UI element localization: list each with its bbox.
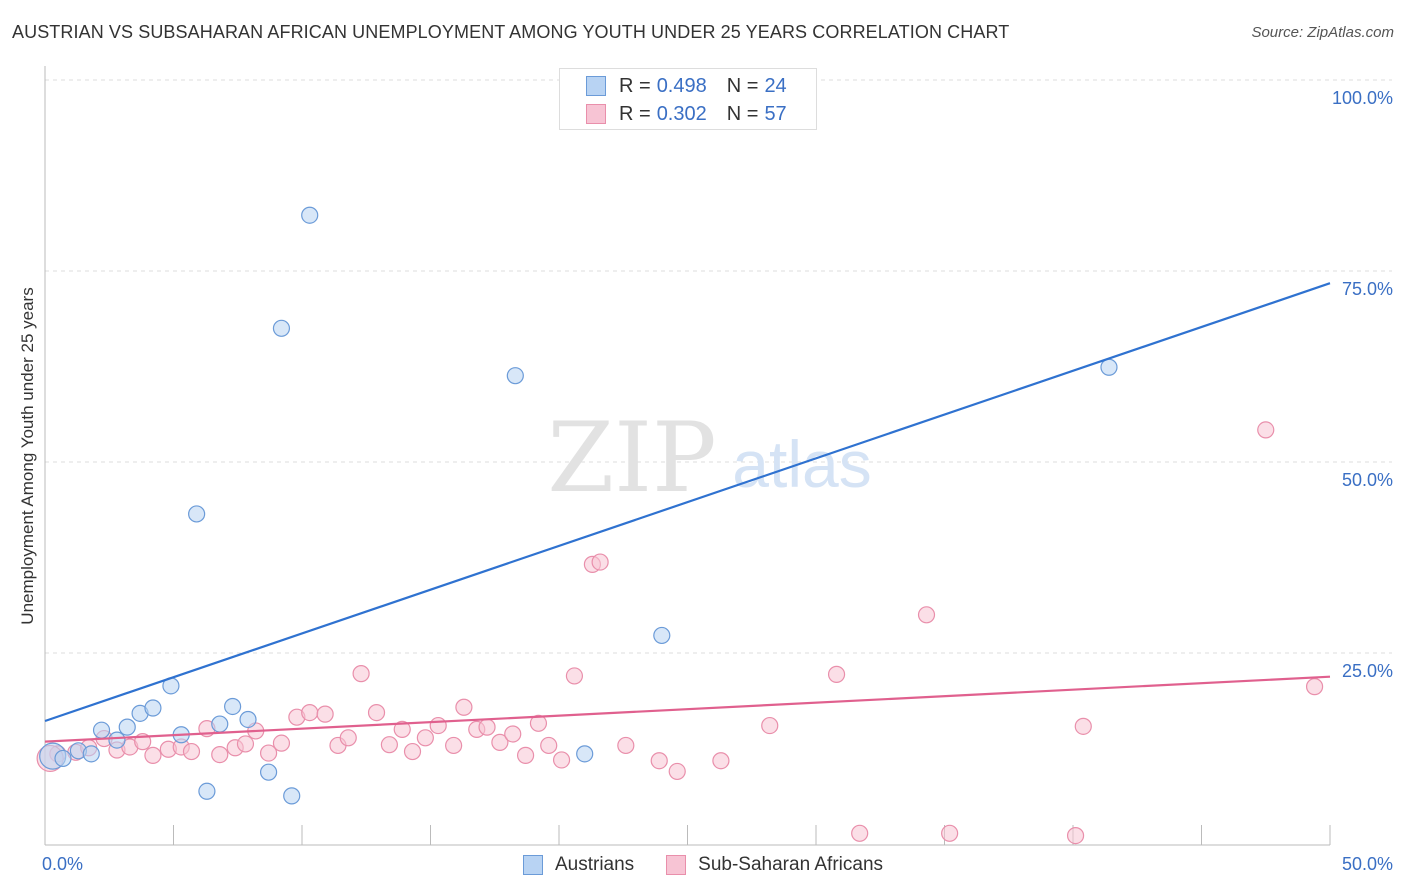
ssa-point: [552, 751, 571, 769]
y-tick-label: 100.0%: [1332, 88, 1393, 108]
ssa-point: [236, 735, 255, 753]
ssa-point: [339, 729, 357, 747]
legend-row-austrians: R = 0.498 N = 24: [586, 74, 787, 98]
y-tick-label: 25.0%: [1342, 661, 1393, 681]
austrian-point: [144, 699, 162, 717]
axes: [44, 66, 1331, 846]
ssa-point: [941, 824, 959, 842]
legend-swatch-ssa: [666, 855, 687, 875]
ssa-point: [403, 742, 422, 761]
n-label: N =: [726, 74, 759, 97]
n-value: 24: [764, 74, 787, 97]
trend-lines: [44, 282, 1331, 743]
ssa-point: [540, 736, 558, 755]
ssa-point: [445, 736, 463, 755]
x-tick-label-min: 0.0%: [42, 854, 83, 874]
ssa-point: [491, 733, 509, 751]
ssa-point: [259, 744, 278, 762]
ssa-point: [478, 718, 496, 736]
r-value: 0.498: [656, 74, 707, 97]
ssa-point: [1066, 826, 1085, 845]
legend-label-austrians: Austrians: [554, 854, 635, 875]
austrian-point: [653, 626, 671, 645]
ssa-point: [591, 553, 609, 571]
series-legend: Austrians Sub-Saharan Africans: [0, 852, 1406, 878]
n-value: 57: [764, 102, 787, 125]
ssa-point: [301, 703, 319, 722]
tick-labels: 100.0% 75.0% 50.0% 25.0% 0.0% 50.0%: [42, 88, 1393, 874]
austrian-point: [272, 319, 291, 337]
source-credit: Source: ZipAtlas.com: [1251, 24, 1394, 41]
ssa-point: [565, 667, 584, 685]
r-label: R =: [619, 74, 651, 97]
legend-row-ssa: R = 0.302 N = 57: [586, 102, 787, 126]
watermark-zip: ZIP: [547, 402, 716, 514]
ssa-point: [272, 734, 291, 752]
austrian-point: [259, 763, 278, 781]
austrian-point: [1100, 358, 1118, 376]
austrian-point: [239, 710, 257, 729]
chart-title: AUSTRIAN VS SUBSAHARAN AFRICAN UNEMPLOYM…: [12, 22, 1010, 42]
ssa-point: [211, 746, 229, 764]
ssa-point: [416, 729, 434, 747]
watermark: ZIP atlas: [547, 402, 871, 514]
ssa-point: [917, 606, 936, 624]
austrian-point: [211, 715, 229, 733]
legend-swatch-austrians: [586, 76, 606, 96]
austrian-point: [506, 367, 524, 385]
ssa-point: [352, 665, 370, 683]
correlation-legend: R = 0.498 N = 24 R = 0.302 N = 57: [559, 68, 817, 130]
ssa-point: [182, 742, 201, 761]
ssa-point: [144, 746, 162, 764]
ssa-point: [851, 824, 869, 842]
y-tick-label: 75.0%: [1342, 279, 1393, 299]
legend-swatch-austrians: [522, 855, 543, 875]
austrian-point: [188, 505, 206, 523]
austrian-point: [283, 787, 301, 805]
ssa-point: [617, 736, 635, 755]
y-tick-label: 50.0%: [1342, 470, 1393, 490]
ssa-point: [529, 714, 548, 732]
n-label: N =: [726, 102, 759, 125]
ssa-points: [36, 421, 1324, 845]
ssa-point: [668, 762, 686, 781]
austrian-point: [198, 782, 216, 800]
legend-label-ssa: Sub-Saharan Africans: [698, 854, 884, 875]
austrian-point: [301, 206, 319, 224]
ssa-point: [393, 720, 411, 739]
ssa-point: [455, 698, 473, 716]
austrian-point: [82, 745, 100, 763]
austrian-point: [224, 697, 242, 716]
ssa-point: [1074, 717, 1092, 735]
austrian-point: [54, 749, 72, 768]
x-tick-label-max: 50.0%: [1342, 854, 1393, 874]
austrian-point: [92, 721, 111, 739]
ssa-point: [429, 716, 447, 735]
r-value: 0.302: [656, 102, 707, 125]
r-label: R =: [619, 102, 651, 125]
ssa-point: [516, 746, 535, 764]
ssa-point: [316, 705, 334, 723]
ssa-point: [1305, 678, 1324, 696]
ssa-point: [650, 752, 668, 770]
ssa-trend-line: [44, 675, 1331, 743]
austrian-point: [108, 731, 126, 749]
ssa-point: [504, 725, 522, 743]
legend-item-austrians[interactable]: Austrians: [522, 854, 635, 876]
ssa-point: [827, 665, 846, 683]
austrian-point: [576, 745, 594, 763]
ssa-point: [712, 752, 730, 770]
austrian-point: [118, 718, 136, 736]
ssa-point: [761, 716, 779, 735]
ssa-point: [1257, 421, 1275, 439]
ssa-point: [367, 703, 386, 722]
ssa-point: [380, 736, 398, 754]
legend-item-ssa[interactable]: Sub-Saharan Africans: [666, 854, 883, 876]
gridlines: [45, 79, 1392, 654]
austrians-trend-line: [44, 282, 1331, 723]
legend-swatch-ssa: [586, 104, 606, 124]
